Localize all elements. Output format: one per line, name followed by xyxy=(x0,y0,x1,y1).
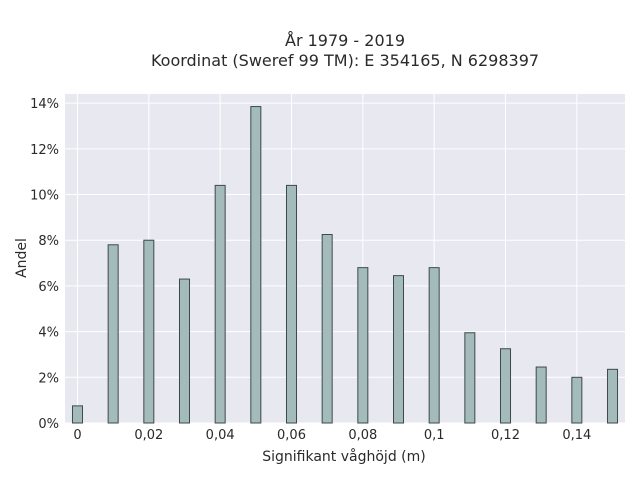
x-tick-label: 0,12 xyxy=(491,428,520,443)
bar xyxy=(214,184,226,424)
bar xyxy=(607,368,619,424)
bar xyxy=(321,234,333,424)
y-tick-label: 2% xyxy=(38,371,59,386)
y-tick-label: 0% xyxy=(38,417,59,432)
bar xyxy=(393,275,405,424)
bar xyxy=(571,376,583,424)
bar xyxy=(143,239,155,424)
bar xyxy=(178,278,190,424)
y-tick-label: 12% xyxy=(30,143,59,158)
x-tick-label: 0,14 xyxy=(562,428,591,443)
x-ticks: 0 0,02 0,04 0,06 0,08 0,1 0,12 0,14 xyxy=(73,428,591,443)
chart-title-line1: År 1979 - 2019 xyxy=(285,31,405,50)
x-tick-label: 0,06 xyxy=(277,428,306,443)
y-tick-label: 14% xyxy=(30,97,59,112)
y-tick-label: 10% xyxy=(30,189,59,204)
bar xyxy=(500,348,512,424)
x-tick-label: 0,02 xyxy=(134,428,163,443)
y-ticks: 0% 2% 4% 6% 8% 10% 12% 14% xyxy=(30,97,59,432)
x-tick-label: 0 xyxy=(73,428,81,443)
bar xyxy=(250,106,262,424)
bar xyxy=(428,267,440,424)
chart-title-line2: Koordinat (Sweref 99 TM): E 354165, N 62… xyxy=(151,51,539,70)
y-tick-label: 8% xyxy=(38,234,59,249)
bar xyxy=(285,184,297,424)
bar xyxy=(357,267,369,424)
y-axis-label: Andel xyxy=(14,238,30,278)
bar xyxy=(464,332,476,424)
x-tick-label: 0,04 xyxy=(206,428,235,443)
x-tick-label: 0,1 xyxy=(424,428,445,443)
bars xyxy=(71,106,619,424)
bar xyxy=(107,244,119,424)
y-tick-label: 4% xyxy=(38,326,59,341)
bar xyxy=(71,405,83,424)
x-tick-label: 0,08 xyxy=(348,428,377,443)
x-axis-label: Signifikant våghöjd (m) xyxy=(262,448,425,465)
y-tick-label: 6% xyxy=(38,280,59,295)
bar xyxy=(535,366,547,424)
